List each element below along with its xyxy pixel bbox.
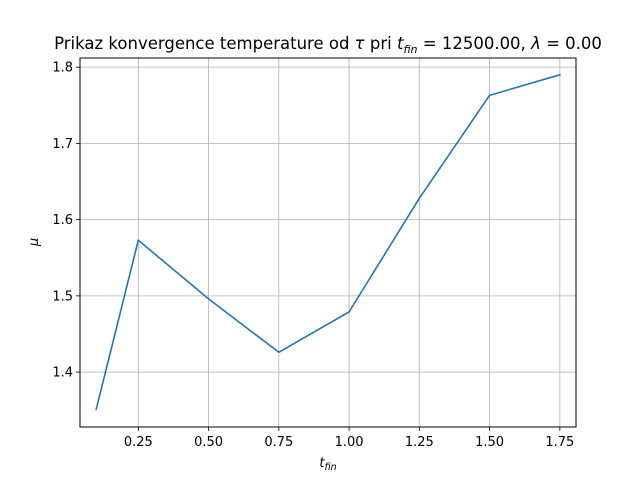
grid-lines (80, 58, 576, 427)
x-axis-label: tfin (319, 456, 336, 473)
x-tick-label: 0.50 (194, 435, 223, 450)
axis-ticks: 0.25 0.50 0.75 1.00 1.25 1.50 1.75 1.4 1.5 1.6 1.7… (52, 61, 574, 450)
x-tick-label: 0.75 (264, 435, 293, 450)
x-tick-label: 1.75 (545, 435, 574, 450)
y-axis-label: μ (27, 238, 42, 247)
x-tick-label: 1.50 (475, 435, 504, 450)
x-tick-label: 1.00 (335, 435, 364, 450)
y-tick-label: 1.5 (52, 289, 73, 304)
series-layer (95, 73, 561, 411)
series-line (95, 73, 561, 411)
plot-frame (79, 57, 577, 428)
y-tick-label: 1.7 (52, 137, 73, 152)
x-tick-label: 1.25 (405, 435, 434, 450)
y-tick-label: 1.8 (52, 61, 73, 76)
y-tick-label: 1.4 (52, 366, 73, 381)
chart-title: Prikaz konvergence temperature od τ pri … (54, 34, 602, 56)
y-tick-label: 1.6 (52, 213, 73, 228)
x-tick-label: 0.25 (124, 435, 153, 450)
